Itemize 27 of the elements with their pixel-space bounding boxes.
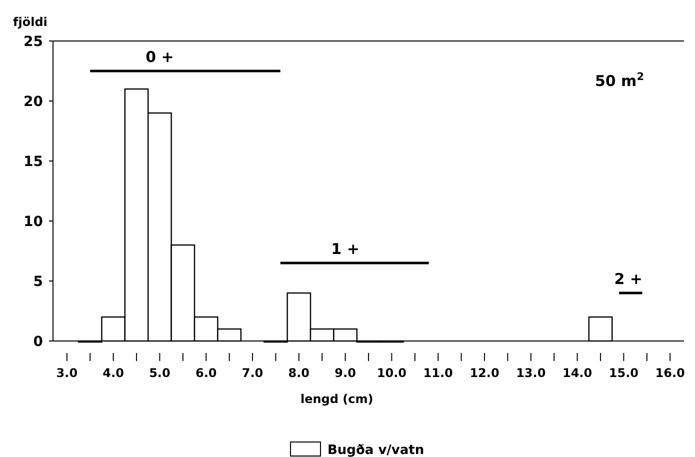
y-tick-label: 5	[33, 274, 43, 290]
x-tick-label: 5.0	[149, 366, 170, 380]
x-tick-label: 3.0	[56, 366, 78, 380]
y-tick-label: 25	[24, 34, 43, 50]
annotation: 0 +	[146, 48, 174, 66]
y-tick-label: 15	[24, 154, 43, 170]
x-tick-label: 6.0	[195, 366, 217, 380]
x-tick-label: 9.0	[334, 366, 356, 380]
x-tick-label: 14.0	[562, 366, 592, 380]
x-axis-title: lengd (cm)	[300, 392, 374, 406]
legend-label: Bugða v/vatn	[328, 443, 424, 457]
annotation: 1 +	[331, 240, 360, 258]
annotation: 50 m$^{2}$	[594, 71, 644, 90]
x-tick-label: 4.0	[102, 366, 124, 380]
annotation: 2 +	[614, 270, 642, 288]
x-tick-label: 12.0	[470, 366, 500, 380]
y-axis-title: fjöldi	[13, 15, 48, 29]
x-tick-label: 13.0	[516, 366, 546, 380]
y-tick-label: 0	[33, 334, 44, 350]
y-tick-label: 10	[24, 214, 44, 230]
x-tick-label: 8.0	[288, 366, 310, 380]
x-tick-label: 15.0	[608, 366, 638, 380]
x-tick-label: 10.0	[376, 366, 407, 380]
x-tick-label: 11.0	[423, 366, 453, 380]
x-tick-label: 16.0	[655, 366, 685, 380]
y-tick-label: 20	[24, 94, 44, 110]
x-tick-label: 7.0	[242, 366, 264, 380]
